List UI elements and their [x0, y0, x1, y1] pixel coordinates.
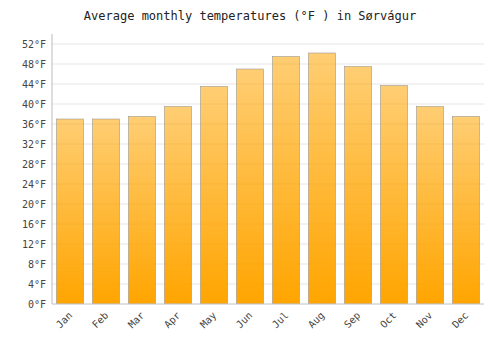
x-tick-label: Mar — [126, 310, 147, 331]
bar — [237, 69, 264, 304]
y-tick-label: 8°F — [28, 259, 46, 270]
bar — [309, 53, 336, 304]
y-tick-label: 40°F — [22, 99, 46, 110]
bar — [201, 87, 228, 305]
y-tick-label: 20°F — [22, 199, 46, 210]
y-tick-label: 36°F — [22, 119, 46, 130]
x-tick-label: Jul — [270, 310, 291, 331]
x-tick-label: May — [198, 310, 219, 331]
x-tick-label: Jun — [234, 310, 255, 331]
x-axis-line — [52, 304, 484, 305]
y-tick-label: 12°F — [22, 239, 46, 250]
y-tick-label: 16°F — [22, 219, 46, 230]
bars — [57, 53, 480, 304]
x-tick-label: Oct — [378, 310, 399, 331]
y-axis-line — [52, 34, 53, 304]
y-tick-label: 0°F — [28, 299, 46, 310]
bar — [93, 119, 120, 304]
grid-line — [52, 44, 484, 45]
grid-line — [52, 84, 484, 85]
x-tick-label: Apr — [162, 310, 183, 331]
bar — [273, 57, 300, 305]
x-tick-label: Dec — [450, 310, 471, 331]
y-tick-label: 4°F — [28, 279, 46, 290]
y-tick-label: 48°F — [22, 59, 46, 70]
bar — [129, 117, 156, 305]
bar — [417, 107, 444, 305]
y-tick-label: 32°F — [22, 139, 46, 150]
grid — [52, 44, 484, 304]
bar — [165, 107, 192, 305]
bar — [57, 119, 84, 304]
y-tick-label: 44°F — [22, 79, 46, 90]
x-tick-label: Jan — [54, 310, 75, 331]
x-tick-label: Feb — [90, 310, 111, 331]
bar — [453, 117, 480, 305]
x-tick-label: Nov — [414, 310, 435, 331]
x-tick-label: Sep — [342, 310, 363, 331]
grid-line — [52, 104, 484, 105]
title: Average monthly temperatures (°F ) in Sø… — [84, 9, 416, 23]
grid-line — [52, 64, 484, 65]
chart: Average monthly temperatures (°F ) in Sø… — [0, 0, 500, 350]
grid-line — [52, 304, 484, 305]
bar — [345, 67, 372, 305]
bar — [381, 86, 408, 305]
chart-container: Average monthly temperatures (°F ) in Sø… — [0, 0, 500, 350]
y-tick-label: 52°F — [22, 39, 46, 50]
y-tick-label: 28°F — [22, 159, 46, 170]
y-tick-label: 24°F — [22, 179, 46, 190]
x-tick-label: Aug — [306, 310, 327, 331]
